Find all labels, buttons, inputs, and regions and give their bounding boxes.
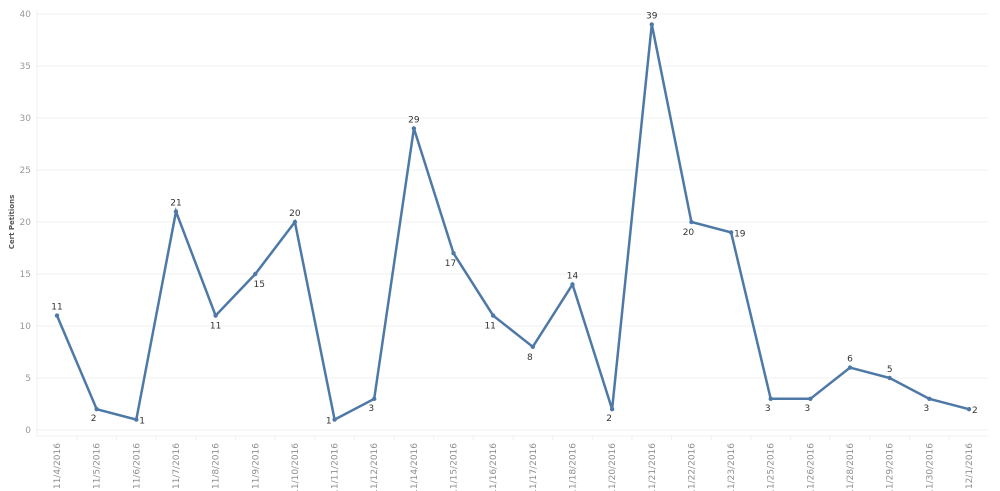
data-point[interactable] [134, 417, 139, 422]
data-point[interactable] [213, 313, 218, 318]
data-label: 2 [972, 406, 978, 416]
y-tick-label: 20 [20, 218, 32, 228]
data-point[interactable] [847, 365, 853, 370]
x-tick-label: 11/23/2016 [727, 443, 737, 491]
data-point[interactable] [887, 375, 892, 381]
data-label: 1 [326, 417, 332, 427]
y-tick-label: 25 [20, 166, 31, 176]
data-point[interactable] [768, 396, 773, 401]
data-point[interactable] [808, 396, 813, 401]
x-tick-label: 11/18/2016 [568, 443, 578, 491]
y-tick-label: 0 [25, 426, 31, 436]
data-label: 3 [765, 404, 771, 414]
x-tick-label: 11/10/2016 [291, 443, 301, 491]
data-label: 39 [646, 11, 658, 21]
x-tick-label: 11/21/2016 [648, 443, 658, 491]
x-tick-label: 11/16/2016 [489, 443, 499, 491]
data-point[interactable] [411, 126, 417, 131]
x-tick-label: 11/29/2016 [886, 443, 896, 491]
x-axis: 11/4/2016 11/5/2016 11/6/2016 11/7/2016 11/8… [37, 435, 988, 491]
x-tick-label: 11/4/2016 [53, 443, 63, 489]
x-tick-label: 11/11/2016 [331, 443, 341, 491]
data-label: 5 [887, 365, 893, 375]
y-tick-label: 5 [25, 374, 31, 384]
data-point[interactable] [689, 219, 694, 225]
x-tick-label: 11/26/2016 [806, 443, 816, 491]
data-label: 17 [445, 259, 456, 269]
series-cert-petitions [54, 22, 972, 422]
x-tick-label: 11/15/2016 [450, 443, 460, 491]
data-label: 20 [289, 209, 301, 219]
x-tick-label: 11/6/2016 [132, 443, 142, 489]
data-point[interactable] [490, 313, 496, 318]
data-point[interactable] [54, 313, 60, 318]
data-point[interactable] [966, 407, 972, 412]
gridlines [37, 13, 988, 431]
y-tick-label: 15 [20, 270, 31, 280]
data-label: 29 [408, 115, 420, 125]
data-point[interactable] [728, 230, 734, 235]
data-point[interactable] [372, 396, 377, 401]
data-label: 14 [567, 271, 579, 281]
x-tick-label: 11/28/2016 [846, 443, 856, 491]
data-point[interactable] [292, 219, 298, 225]
data-label: 2 [91, 414, 97, 424]
data-label: 6 [847, 355, 853, 365]
y-tick-label: 30 [20, 114, 32, 124]
x-tick-label: 11/9/2016 [251, 443, 261, 489]
data-point[interactable] [609, 407, 615, 412]
x-tick-label: 11/14/2016 [410, 443, 420, 491]
series-line [55, 24, 970, 422]
data-label: 15 [254, 280, 265, 290]
x-tick-label: 11/25/2016 [767, 443, 777, 491]
data-label: 3 [805, 404, 811, 414]
y-axis-title: Cert Petitions [8, 195, 16, 249]
x-tick-label: 11/8/2016 [212, 443, 222, 489]
data-point[interactable] [649, 22, 654, 27]
data-point[interactable] [173, 209, 179, 214]
x-tick-label: 11/5/2016 [93, 443, 103, 489]
x-tick-label: 11/17/2016 [529, 443, 539, 491]
data-point[interactable] [253, 271, 258, 277]
x-tick-label: 11/7/2016 [172, 443, 182, 489]
y-tick-label: 35 [20, 62, 31, 72]
data-label: 2 [606, 414, 612, 424]
data-point[interactable] [927, 396, 932, 401]
x-tick-label: 12/1/2016 [965, 443, 975, 489]
data-label: 3 [368, 404, 374, 414]
data-point[interactable] [530, 344, 536, 349]
x-tick-label: 11/12/2016 [370, 443, 380, 491]
data-label: 3 [923, 404, 929, 414]
x-tick-label: 11/20/2016 [608, 443, 618, 491]
data-point[interactable] [94, 407, 99, 412]
data-point[interactable] [570, 282, 575, 287]
data-label: 21 [170, 199, 181, 209]
data-label: 19 [734, 229, 746, 239]
data-label: 11 [210, 322, 221, 332]
data-label: 20 [683, 228, 695, 238]
y-axis: 0 5 10 15 20 25 30 35 40 [20, 10, 38, 436]
data-point[interactable] [451, 251, 456, 256]
data-label: 8 [527, 353, 533, 363]
y-tick-label: 40 [20, 10, 32, 20]
y-tick-label: 10 [20, 322, 32, 332]
data-label: 11 [51, 303, 62, 313]
x-tick-label: 11/30/2016 [925, 443, 935, 491]
data-point[interactable] [332, 417, 337, 422]
data-label: 1 [139, 417, 145, 427]
x-tick-label: 11/22/2016 [687, 443, 697, 491]
data-label: 11 [484, 322, 495, 332]
